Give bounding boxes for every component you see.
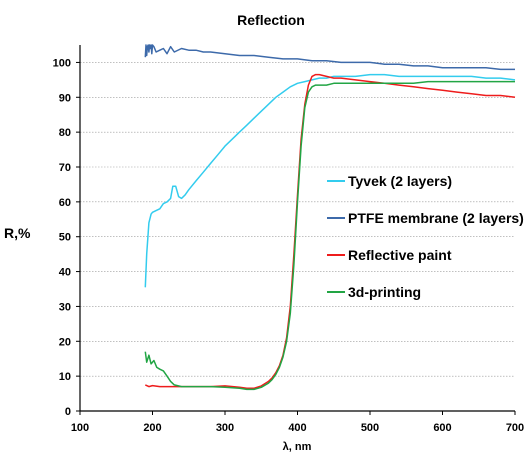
legend-label-tyvek-2-layers: Tyvek (2 layers) — [348, 173, 452, 189]
y-tick-label-40: 40 — [59, 267, 71, 279]
legend-label-reflective-paint: Reflective paint — [348, 247, 452, 263]
x-tick-label-700: 700 — [506, 422, 524, 434]
legend-label-3d-printing: 3d-printing — [348, 284, 421, 300]
y-tick-label-50: 50 — [59, 232, 71, 244]
x-tick-label-400: 400 — [288, 422, 306, 434]
plot-area — [144, 44, 516, 391]
axes — [76, 45, 516, 415]
y-tick-label-80: 80 — [59, 127, 71, 139]
y-tick-label-0: 0 — [65, 406, 71, 418]
y-tick-label-30: 30 — [59, 301, 71, 313]
y-tick-label-10: 10 — [59, 371, 71, 383]
legend: Tyvek (2 layers) PTFE membrane (2 layers)… — [327, 173, 524, 300]
x-tick-label-200: 200 — [143, 422, 161, 434]
y-tick-label-90: 90 — [59, 92, 71, 104]
series-line-tyvek-2-layers — [144, 73, 516, 288]
legend-label-ptfe-membrane-2-layers: PTFE membrane (2 layers) — [348, 210, 524, 226]
y-tick-label-20: 20 — [59, 336, 71, 348]
x-axis-title: λ, nm — [283, 441, 312, 453]
x-tick-label-500: 500 — [361, 422, 379, 434]
y-tick-label-60: 60 — [59, 197, 71, 209]
y-tick-label-70: 70 — [59, 162, 71, 174]
x-tick-label-600: 600 — [433, 422, 451, 434]
x-tick-label-100: 100 — [71, 422, 89, 434]
series-line-3d-printing — [144, 80, 515, 391]
y-tick-labels: 0 10 20 30 40 50 60 70 80 90 100 — [53, 57, 71, 418]
chart-title: Reflection — [237, 12, 305, 28]
x-tick-labels: 100 200 300 400 500 600 700 — [71, 422, 524, 434]
grid-lines — [80, 62, 515, 377]
series-line-ptfe-membrane-2-layers — [144, 44, 515, 71]
y-axis-title: R,% — [4, 225, 31, 241]
x-tick-label-300: 300 — [216, 422, 234, 434]
y-tick-label-100: 100 — [53, 57, 71, 69]
